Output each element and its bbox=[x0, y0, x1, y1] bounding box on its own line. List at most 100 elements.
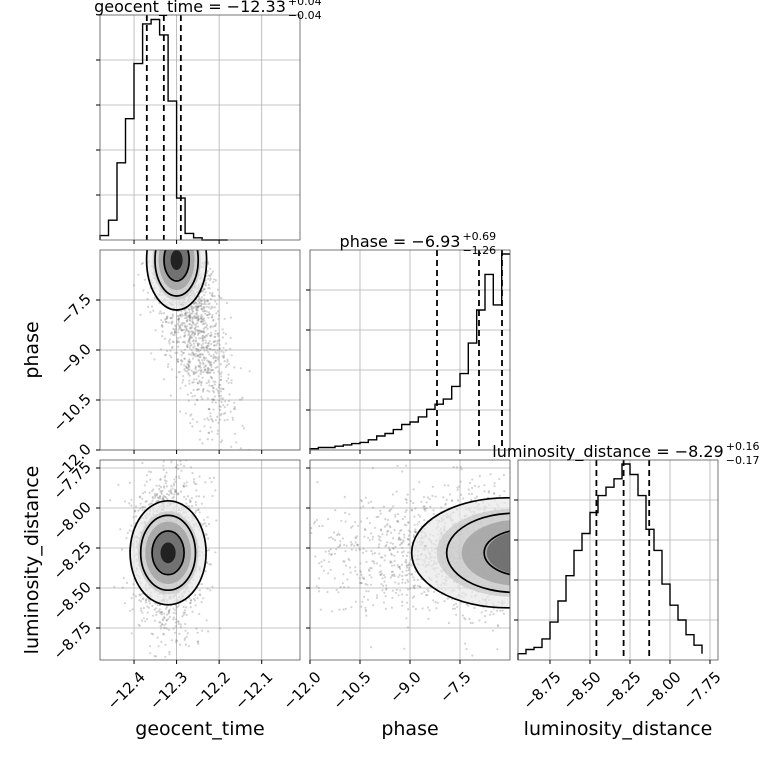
scatter-point bbox=[144, 500, 147, 503]
scatter-point bbox=[171, 368, 174, 371]
scatter-point bbox=[146, 605, 149, 608]
scatter-point bbox=[220, 378, 223, 381]
scatter-point bbox=[196, 382, 200, 385]
scatter-point bbox=[211, 306, 214, 309]
scatter-point bbox=[141, 611, 144, 614]
scatter-point bbox=[183, 357, 186, 360]
scatter-point bbox=[195, 313, 198, 316]
scatter-point bbox=[214, 359, 217, 362]
scatter-point bbox=[407, 608, 410, 611]
scatter-point bbox=[215, 352, 218, 355]
scatter-point bbox=[367, 501, 370, 504]
scatter-point bbox=[150, 502, 153, 505]
scatter-point bbox=[191, 305, 194, 308]
scatter-point bbox=[327, 518, 330, 521]
scatter-point bbox=[181, 341, 184, 344]
y-tick-label-luminosity_distance: −8.00 bbox=[50, 498, 95, 543]
scatter-point bbox=[400, 529, 403, 532]
scatter-point bbox=[211, 294, 214, 297]
scatter-point bbox=[162, 485, 166, 488]
scatter-point bbox=[174, 490, 177, 493]
scatter-point bbox=[192, 342, 196, 345]
scatter-point bbox=[205, 299, 208, 302]
scatter-point bbox=[169, 316, 172, 320]
scatter-point bbox=[426, 593, 429, 597]
scatter-point bbox=[395, 588, 398, 592]
scatter-point bbox=[200, 368, 203, 371]
scatter-point bbox=[185, 344, 189, 347]
scatter-point bbox=[184, 629, 187, 632]
scatter-point bbox=[169, 354, 172, 357]
scatter-point bbox=[342, 608, 345, 611]
scatter-point bbox=[153, 494, 156, 497]
scatter-point bbox=[169, 338, 172, 341]
scatter-point bbox=[207, 418, 210, 422]
title-sub-luminosity_distance: −0.17 bbox=[726, 454, 760, 467]
scatter-point bbox=[184, 637, 187, 640]
scatter-point bbox=[493, 485, 496, 488]
scatter-point bbox=[218, 296, 221, 299]
scatter-point bbox=[196, 420, 199, 423]
scatter-point bbox=[183, 312, 187, 315]
scatter-point bbox=[170, 321, 173, 324]
scatter-point bbox=[152, 614, 155, 617]
scatter-point bbox=[210, 368, 214, 372]
scatter-point bbox=[189, 601, 192, 605]
scatter-point bbox=[384, 518, 387, 521]
scatter-point bbox=[222, 387, 225, 390]
scatter-point bbox=[359, 506, 362, 509]
scatter-point bbox=[151, 499, 154, 502]
scatter-point bbox=[211, 384, 214, 387]
scatter-point bbox=[183, 495, 186, 498]
scatter-point bbox=[224, 365, 227, 368]
scatter-point bbox=[385, 587, 388, 590]
scatter-point bbox=[214, 380, 217, 383]
scatter-point bbox=[203, 335, 206, 338]
scatter-point bbox=[223, 317, 226, 320]
scatter-point bbox=[203, 294, 206, 297]
scatter-point bbox=[142, 506, 145, 509]
scatter-point bbox=[209, 371, 212, 374]
scatter-point bbox=[222, 404, 225, 407]
scatter-point bbox=[159, 621, 162, 624]
scatter-point bbox=[172, 607, 175, 610]
scatter-point bbox=[141, 509, 144, 512]
scatter-point bbox=[163, 616, 166, 619]
scatter-point bbox=[219, 405, 222, 408]
scatter-point bbox=[166, 317, 169, 320]
scatter-point bbox=[428, 609, 431, 612]
scatter-point bbox=[190, 333, 193, 336]
scatter-point bbox=[491, 629, 494, 632]
scatter-point bbox=[189, 599, 193, 602]
scatter-point bbox=[214, 489, 217, 492]
scatter-point bbox=[153, 655, 156, 658]
scatter-point bbox=[199, 349, 202, 352]
scatter-point bbox=[210, 342, 213, 346]
scatter-point bbox=[371, 552, 374, 556]
scatter-point bbox=[471, 478, 474, 481]
density-level-4 bbox=[170, 250, 183, 270]
scatter-point bbox=[239, 447, 242, 450]
scatter-point bbox=[181, 324, 184, 327]
scatter-point bbox=[178, 370, 181, 373]
scatter-point bbox=[489, 473, 492, 476]
scatter-point bbox=[347, 586, 350, 589]
scatter-point bbox=[174, 609, 177, 612]
scatter-point bbox=[158, 621, 161, 624]
scatter-point bbox=[484, 621, 487, 624]
scatter-point bbox=[175, 376, 178, 379]
scatter-point bbox=[471, 654, 474, 657]
scatter-point bbox=[197, 358, 200, 361]
scatter-point bbox=[456, 486, 459, 489]
scatter-point bbox=[369, 646, 373, 649]
scatter-point bbox=[389, 548, 392, 552]
scatter-point bbox=[388, 525, 391, 528]
scatter-point bbox=[207, 367, 210, 370]
scatter-point bbox=[172, 327, 175, 330]
scatter-point bbox=[370, 532, 373, 535]
scatter-point bbox=[414, 530, 417, 533]
scatter-point bbox=[162, 496, 165, 499]
scatter-point bbox=[217, 386, 220, 389]
scatter-point bbox=[405, 569, 408, 572]
scatter-point bbox=[212, 398, 215, 401]
